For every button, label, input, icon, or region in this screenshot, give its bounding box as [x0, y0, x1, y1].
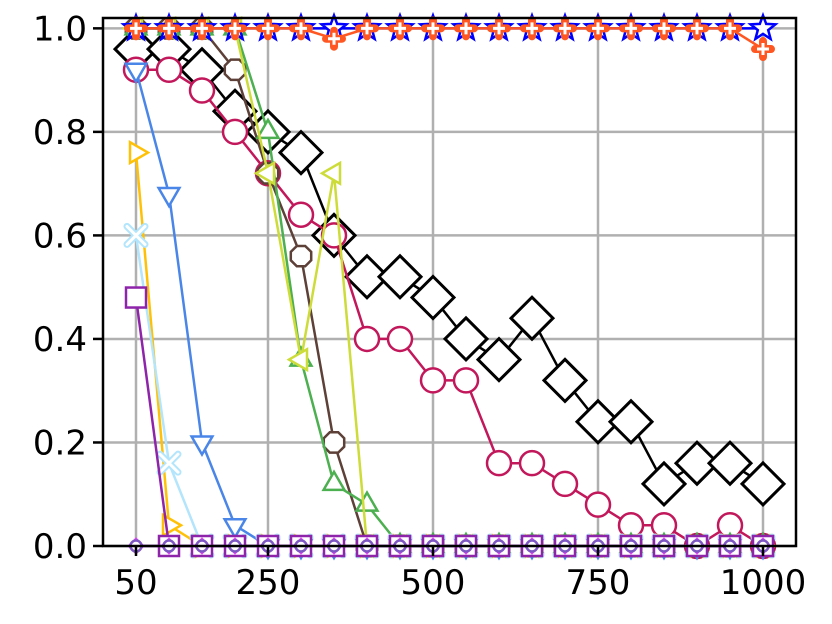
data-point-inner [592, 22, 604, 35]
data-point [123, 62, 149, 85]
data-point-inner [125, 224, 147, 246]
data-point [287, 201, 315, 228]
x-tick-label: 50 [114, 563, 157, 603]
data-point-inner [724, 22, 736, 35]
data-point [640, 460, 688, 508]
y-tick-label: 1.0 [33, 9, 87, 49]
data-point-inner [625, 22, 637, 35]
ticks: 50 250 500 750 1000 0.0 0.2 0.4 0.6 0.8 1.0 [33, 9, 806, 603]
data-point [508, 295, 556, 342]
data-point [156, 186, 182, 209]
data-point-inner [361, 22, 373, 35]
data-point-inner [394, 22, 406, 35]
data-point [253, 160, 276, 186]
data-point [286, 347, 309, 373]
series-1 [122, 56, 777, 560]
y-tick-label: 0.4 [33, 320, 87, 360]
y-tick-label: 0.2 [33, 423, 87, 463]
data-point-inner [163, 22, 175, 35]
data-point [541, 357, 589, 404]
data-point [255, 117, 281, 140]
x-tick-label: 1000 [720, 563, 807, 603]
data-point [475, 336, 523, 383]
data-point-inner [757, 43, 769, 56]
data-point [706, 440, 754, 487]
data-point-inner [691, 22, 703, 35]
data-point [739, 460, 787, 508]
data-point-inner [295, 22, 307, 35]
data-point-inner [328, 32, 340, 45]
data-point-inner [493, 22, 505, 35]
data-point [386, 325, 414, 353]
data-point-inner [559, 22, 571, 35]
data-point-inner [658, 22, 670, 35]
data-point [222, 518, 248, 540]
data-point [189, 435, 215, 457]
data-point [673, 440, 721, 487]
data-point [354, 490, 380, 512]
data-point [551, 470, 579, 498]
data-point [747, 11, 779, 42]
data-point [376, 253, 424, 300]
data-point [419, 367, 447, 394]
data-point [409, 274, 457, 321]
y-tick-label: 0.8 [33, 113, 87, 153]
data-point [124, 286, 148, 309]
plot-frame [101, 16, 798, 548]
data-point [128, 140, 151, 166]
data-point [289, 244, 313, 268]
data-point [353, 325, 381, 353]
data-point [322, 431, 346, 454]
data-point-inner [229, 22, 241, 35]
data-point [155, 56, 183, 84]
data-point-inner [130, 22, 142, 35]
data-point-inner [262, 22, 274, 35]
x-tick-label: 500 [401, 563, 466, 603]
data-point [188, 77, 216, 104]
data-point [221, 118, 249, 146]
data-point [584, 491, 612, 518]
series-12 [124, 16, 775, 62]
data-point-inner [526, 22, 538, 35]
data-point [574, 398, 622, 445]
x-tick-label: 250 [236, 563, 301, 603]
data-point [485, 449, 513, 477]
data-point [607, 398, 655, 445]
data-point [321, 469, 347, 492]
data-point-inner [158, 452, 180, 474]
data-point-inner [460, 22, 472, 35]
data-point [277, 129, 325, 176]
data-point [319, 160, 342, 186]
data-point [452, 367, 480, 394]
data-point [518, 449, 546, 477]
y-tick-label: 0.0 [33, 527, 87, 567]
y-tick-label: 0.6 [33, 216, 87, 256]
x-tick-label: 750 [566, 563, 631, 603]
data-point [442, 315, 490, 363]
data-point-inner [196, 22, 208, 35]
data-point-inner [427, 22, 439, 35]
